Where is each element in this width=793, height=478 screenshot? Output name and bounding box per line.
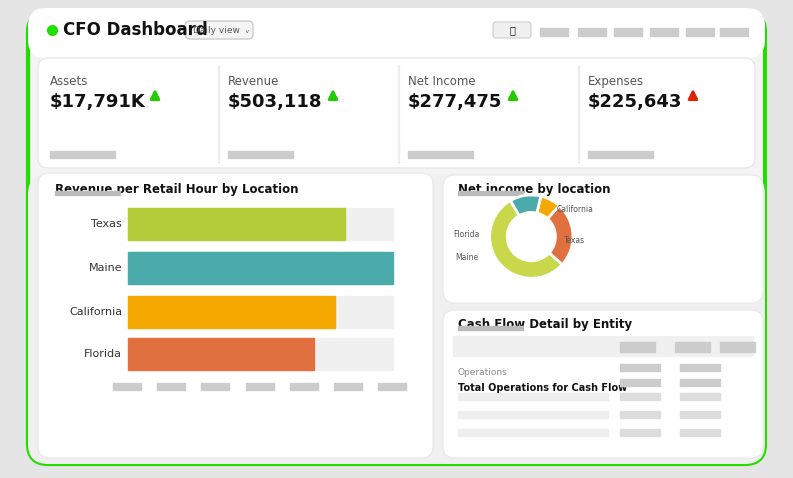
Text: $17,791K: $17,791K — [50, 93, 146, 111]
Bar — [686, 28, 714, 36]
FancyBboxPatch shape — [493, 22, 531, 38]
Bar — [588, 151, 653, 158]
Bar — [458, 429, 608, 436]
Text: $503,118: $503,118 — [228, 93, 323, 111]
Bar — [453, 336, 753, 356]
Bar — [128, 338, 393, 370]
Bar — [620, 393, 660, 400]
FancyBboxPatch shape — [38, 173, 433, 458]
Bar — [128, 252, 393, 284]
Bar — [378, 383, 406, 390]
Bar — [218, 65, 219, 163]
Bar — [128, 208, 393, 240]
FancyBboxPatch shape — [443, 175, 763, 303]
Bar — [540, 28, 568, 36]
Text: Maine: Maine — [455, 253, 478, 262]
Text: CFO Dashboard: CFO Dashboard — [63, 21, 208, 39]
Bar — [228, 151, 293, 158]
Text: Net Income: Net Income — [408, 75, 476, 88]
Text: 🗓: 🗓 — [509, 25, 515, 35]
FancyBboxPatch shape — [28, 12, 765, 48]
Bar — [620, 379, 660, 386]
Text: Revenue: Revenue — [228, 75, 279, 88]
Bar — [113, 383, 141, 390]
Bar — [650, 28, 678, 36]
Text: Texas: Texas — [91, 219, 122, 229]
Bar — [289, 383, 318, 390]
Bar — [680, 429, 720, 436]
Bar — [620, 429, 660, 436]
Text: California: California — [69, 307, 122, 317]
Bar — [720, 28, 748, 36]
FancyBboxPatch shape — [28, 12, 765, 464]
Bar — [458, 326, 523, 330]
Bar — [578, 28, 606, 36]
Text: Revenue per Retail Hour by Location: Revenue per Retail Hour by Location — [55, 183, 298, 196]
Bar — [458, 191, 523, 195]
FancyBboxPatch shape — [28, 8, 765, 58]
Bar — [675, 342, 710, 352]
Bar — [128, 208, 345, 240]
Bar — [578, 65, 579, 163]
FancyBboxPatch shape — [185, 21, 253, 39]
Bar — [398, 65, 399, 163]
Wedge shape — [547, 206, 573, 264]
Bar — [620, 411, 660, 418]
Text: Assets: Assets — [50, 75, 88, 88]
Text: Texas: Texas — [565, 236, 585, 245]
Text: Florida: Florida — [454, 230, 480, 239]
Bar — [128, 296, 393, 328]
Bar — [620, 342, 655, 352]
Bar — [680, 364, 720, 371]
Wedge shape — [490, 201, 562, 278]
Bar — [458, 393, 608, 400]
Text: $277,475: $277,475 — [408, 93, 503, 111]
Bar — [128, 252, 393, 284]
FancyBboxPatch shape — [443, 310, 763, 458]
Text: Florida: Florida — [84, 349, 122, 359]
Bar — [128, 338, 313, 370]
Bar — [50, 151, 115, 158]
Text: Cash Flow Detail by Entity: Cash Flow Detail by Entity — [458, 318, 632, 331]
Bar — [680, 393, 720, 400]
Bar — [614, 28, 642, 36]
Text: Total Operations for Cash Flow: Total Operations for Cash Flow — [458, 383, 627, 393]
Bar — [201, 383, 229, 390]
Bar — [128, 296, 335, 328]
Text: Operations: Operations — [458, 368, 508, 377]
Bar — [720, 342, 755, 352]
Bar — [680, 379, 720, 386]
Text: California: California — [557, 205, 593, 214]
Bar — [334, 383, 362, 390]
Bar — [55, 191, 120, 195]
Bar — [458, 411, 608, 418]
Text: Expenses: Expenses — [588, 75, 644, 88]
Wedge shape — [537, 196, 559, 218]
FancyBboxPatch shape — [38, 58, 755, 168]
Text: Net income by location: Net income by location — [458, 183, 611, 196]
Text: Daily view  ᵥ: Daily view ᵥ — [193, 25, 249, 34]
Text: Maine: Maine — [88, 263, 122, 273]
Bar — [620, 364, 660, 371]
Bar — [408, 151, 473, 158]
FancyBboxPatch shape — [28, 174, 765, 464]
Bar — [680, 411, 720, 418]
Bar — [157, 383, 186, 390]
Bar — [246, 383, 274, 390]
Wedge shape — [511, 195, 541, 216]
Text: $225,643: $225,643 — [588, 93, 682, 111]
